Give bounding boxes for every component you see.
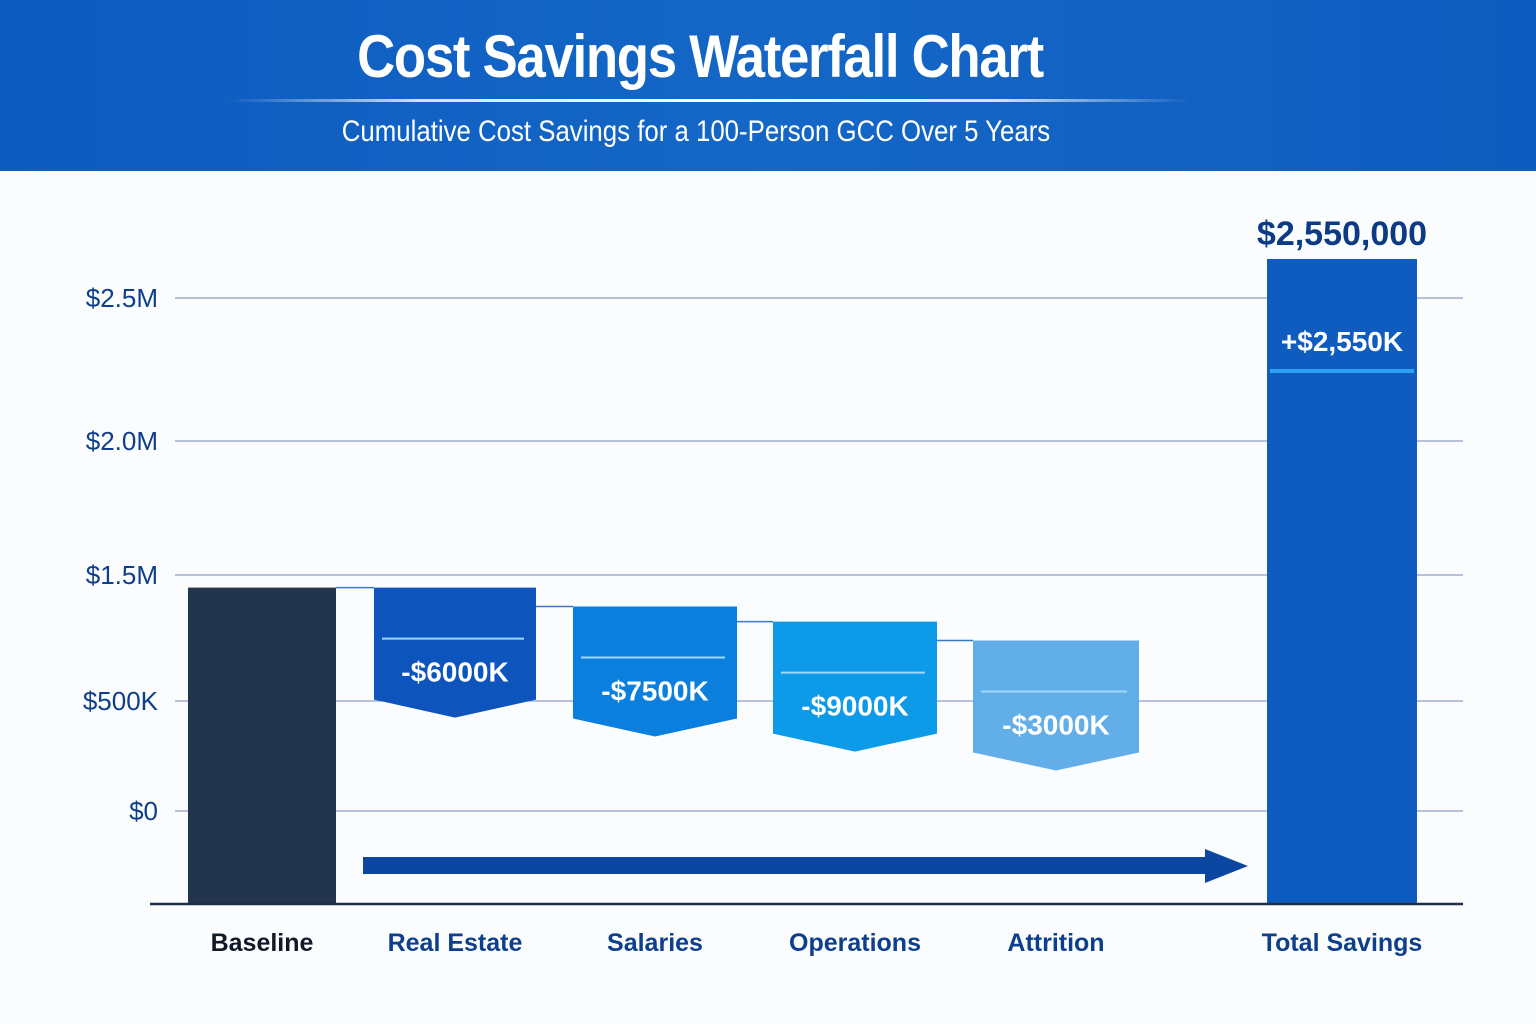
bar-attrition xyxy=(973,640,1139,771)
x-category-label: Operations xyxy=(789,929,921,957)
chart-subtitle: Cumulative Cost Savings for a 100-Person… xyxy=(341,115,1051,148)
title-divider xyxy=(230,99,1190,102)
total-value-label: $2,550,000 xyxy=(1257,215,1427,253)
chart-title: Cost Savings Waterfall Chart xyxy=(357,23,1044,90)
y-tick-label: $0 xyxy=(129,796,158,826)
connector-lines xyxy=(336,586,973,642)
flow-arrow-shaft xyxy=(363,857,1208,874)
x-axis-categories: Baseline Real Estate Salaries Operations Att… xyxy=(211,929,1423,957)
x-category-label: Baseline xyxy=(211,929,314,957)
bar-real-estate xyxy=(374,587,536,718)
bars xyxy=(188,259,1417,904)
bar-value-label: -$3000K xyxy=(1002,710,1109,741)
y-tick-label: $2.0M xyxy=(86,426,158,456)
bar-total-savings xyxy=(1267,259,1417,904)
flow-arrow-icon xyxy=(1205,849,1248,883)
bar-value-label: -$6000K xyxy=(401,657,508,688)
bar-value-label: -$9000K xyxy=(801,691,908,722)
bar-salaries xyxy=(573,606,737,737)
y-axis-ticks: $0 $500K $1.5M $2.0M $2.5M xyxy=(83,283,159,826)
bar-value-label: +$2,550K xyxy=(1281,326,1403,357)
bar-operations xyxy=(773,621,937,752)
y-tick-label: $2.5M xyxy=(86,283,158,313)
flow-arrow-group xyxy=(363,849,1248,883)
waterfall-chart: $0 $500K $1.5M $2.0M $2.5M -$6000K -$7500K -$9… xyxy=(83,215,1463,957)
bar-labels: -$6000K -$7500K -$9000K -$3000K +$2,550K $2,5… xyxy=(401,215,1427,741)
x-category-label: Real Estate xyxy=(388,929,523,957)
bar-baseline xyxy=(188,587,336,904)
x-category-label: Total Savings xyxy=(1262,929,1423,957)
bar-value-label: -$7500K xyxy=(601,676,708,707)
chart-header: Cost Savings Waterfall Chart Cumulative … xyxy=(0,0,1536,171)
x-category-label: Salaries xyxy=(607,929,703,957)
y-tick-label: $500K xyxy=(83,686,159,716)
x-category-label: Attrition xyxy=(1007,929,1104,957)
y-tick-label: $1.5M xyxy=(86,560,158,590)
